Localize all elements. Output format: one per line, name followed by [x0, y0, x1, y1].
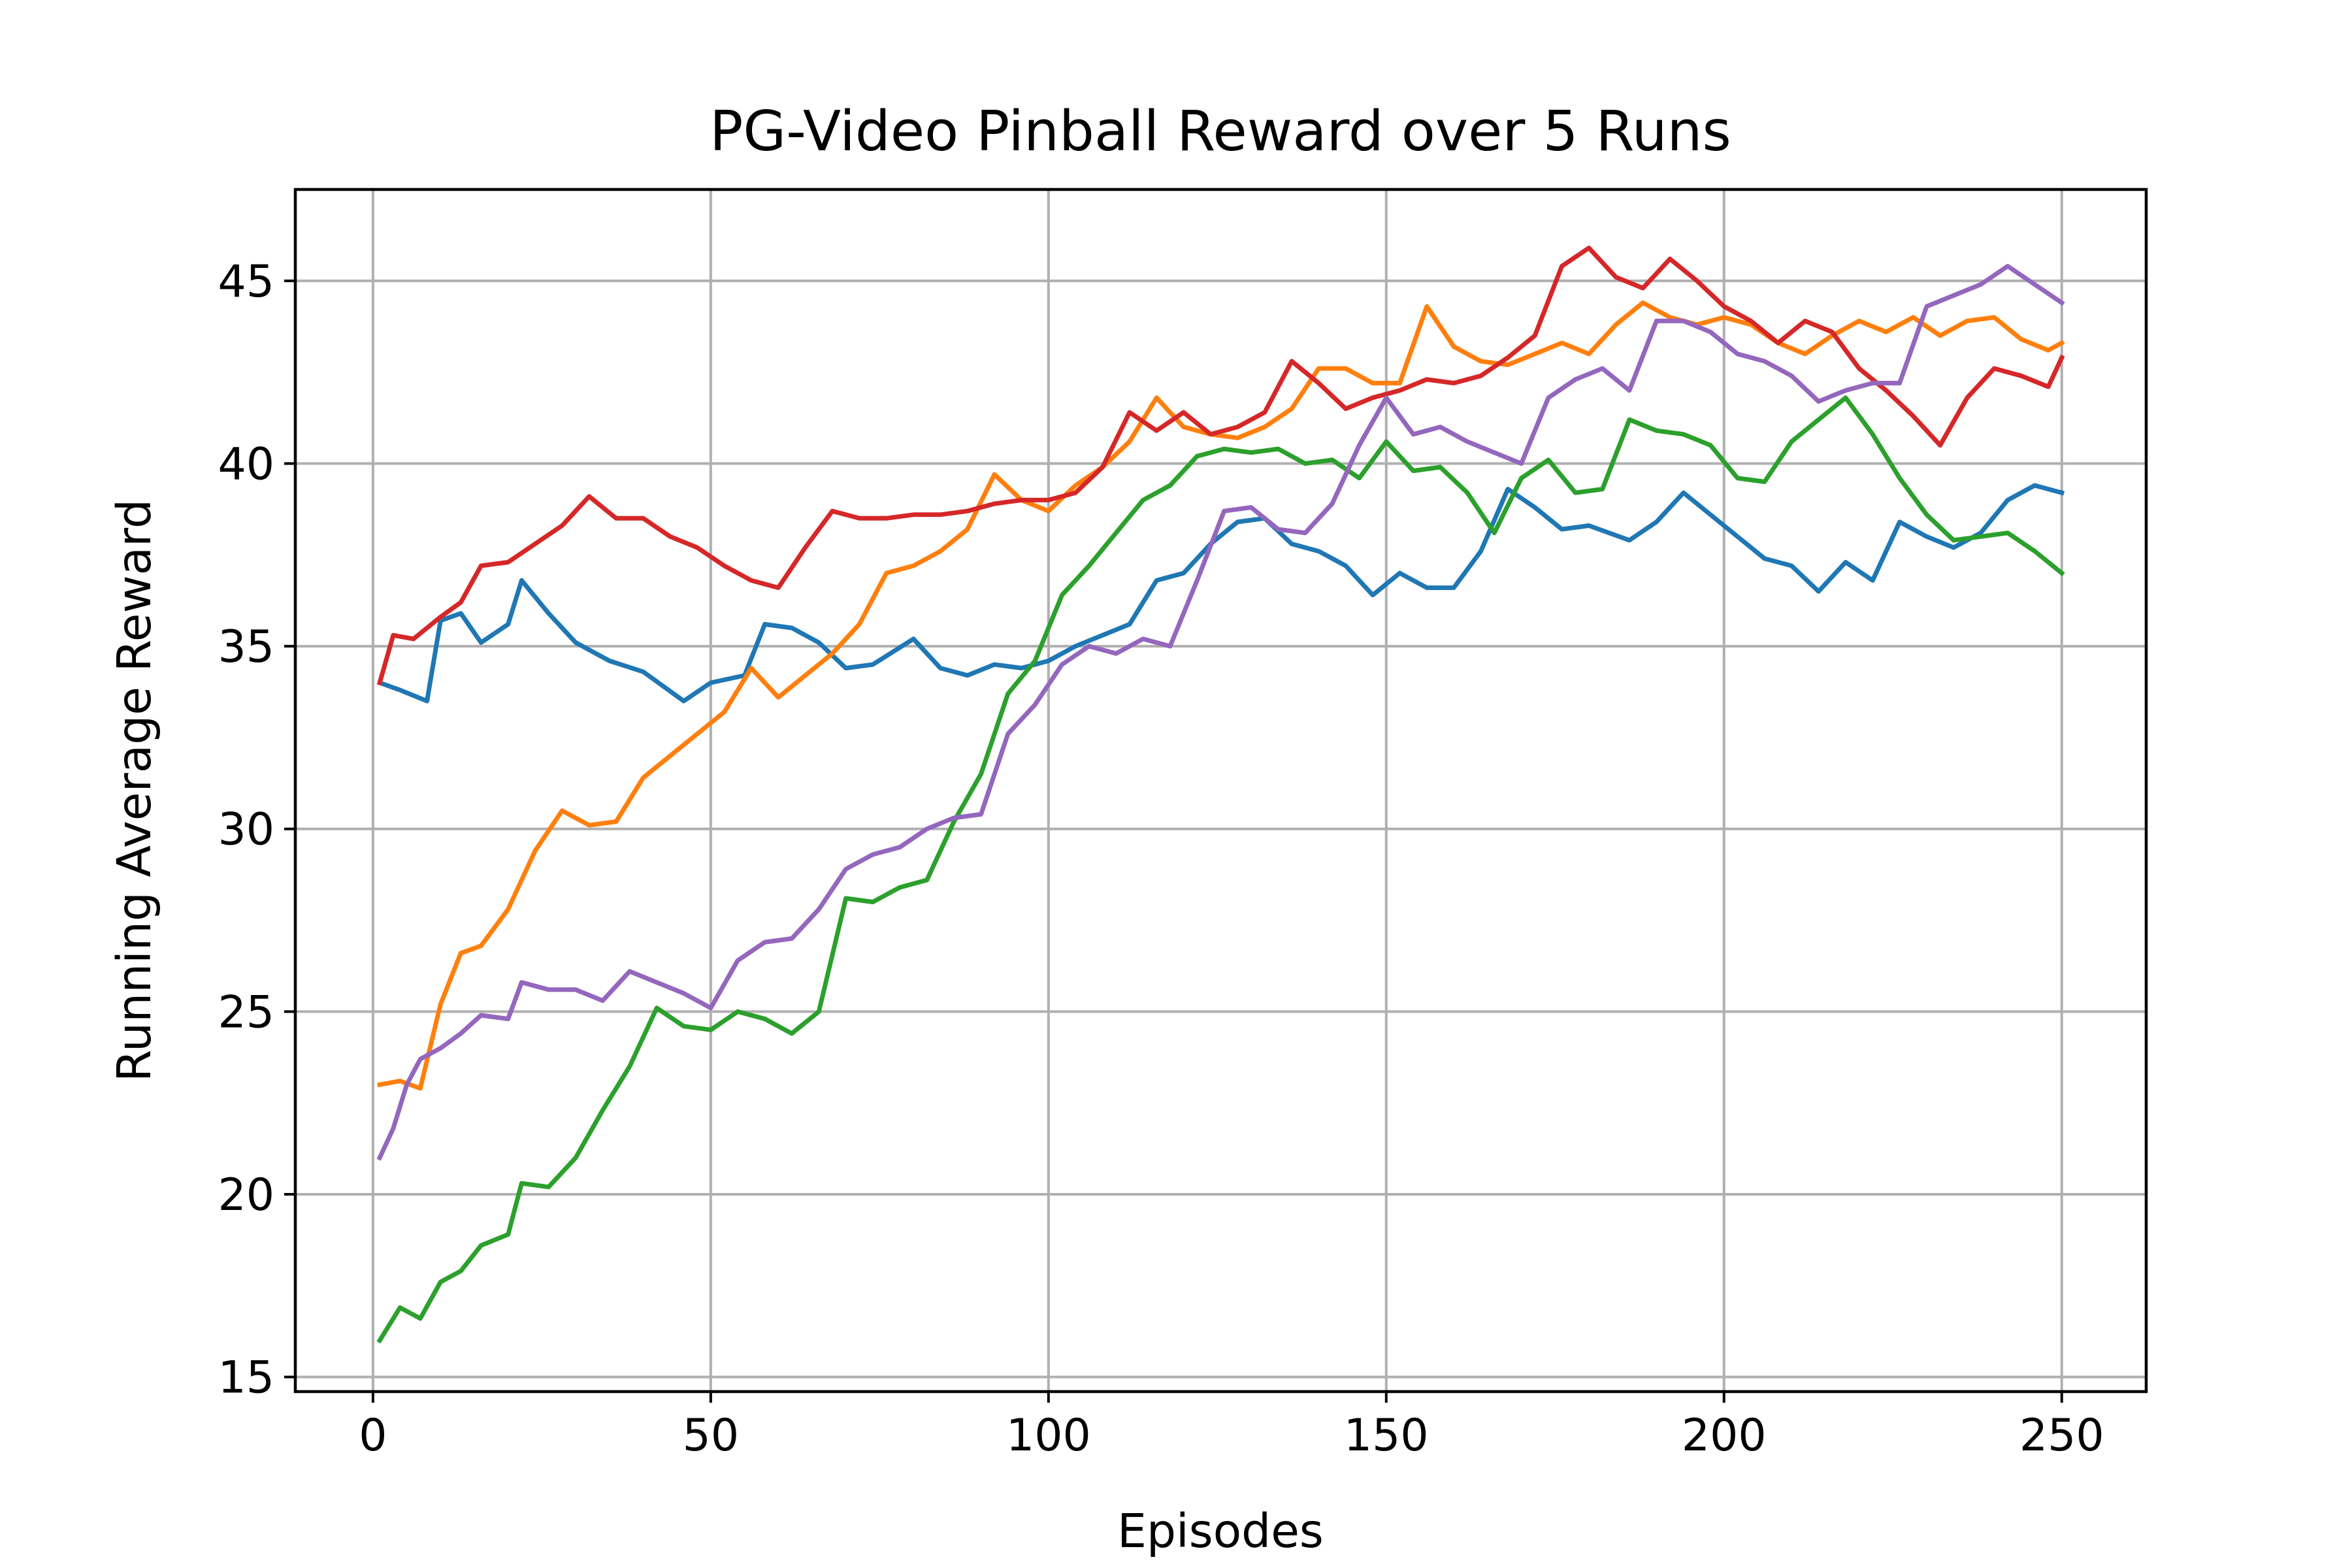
x-tick-label-50: 50 [683, 1410, 740, 1462]
x-tick-label-200: 200 [1682, 1410, 1767, 1462]
y-tick-label-30: 30 [218, 804, 274, 856]
y-axis-label: Running Average Reward [107, 499, 161, 1082]
x-tick-label-0: 0 [359, 1410, 387, 1462]
y-tick-label-15: 15 [218, 1352, 274, 1404]
y-tick-label-45: 45 [218, 256, 274, 308]
chart-title: PG-Video Pinball Reward over 5 Runs [710, 99, 1731, 164]
x-tick-label-100: 100 [1006, 1410, 1091, 1462]
y-tick-label-40: 40 [218, 438, 274, 490]
y-tick-label-20: 20 [218, 1169, 274, 1221]
x-tick-label-150: 150 [1344, 1410, 1429, 1462]
y-tick-label-25: 25 [218, 987, 274, 1038]
y-tick-label-35: 35 [218, 621, 274, 673]
x-tick-label-250: 250 [2019, 1410, 2104, 1462]
x-axis-label: Episodes [1117, 1504, 1324, 1558]
